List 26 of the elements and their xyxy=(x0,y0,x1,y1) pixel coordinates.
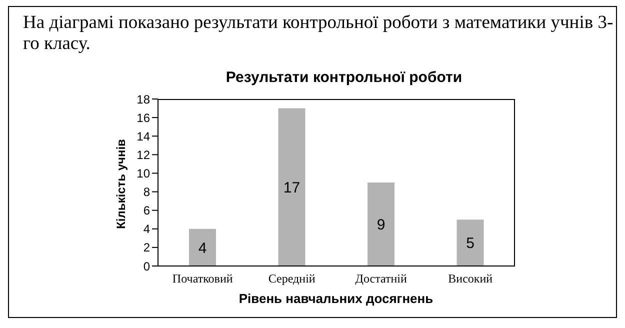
bar xyxy=(456,220,484,266)
y-tick-label: 4 xyxy=(143,222,150,236)
x-tick-label: Середній xyxy=(268,272,316,286)
y-tick-label: 18 xyxy=(136,92,150,106)
y-tick-label: 12 xyxy=(136,148,150,162)
chart-title: Результати контрольної роботи xyxy=(224,69,464,86)
y-tick-label: 14 xyxy=(136,129,150,144)
data-label: 17 xyxy=(283,179,300,196)
bar xyxy=(368,182,394,266)
y-axis-title: Кількість учнів xyxy=(114,139,128,229)
bar xyxy=(278,108,306,266)
x-tick-label: Високий xyxy=(448,272,494,286)
text: На діаграмі показано результати контрольної роботи з математики учнів 3-го класу. xyxy=(23,13,614,55)
bar xyxy=(189,228,216,266)
y-tick-label: 16 xyxy=(136,110,150,125)
data-label: 5 xyxy=(466,235,474,252)
data-label: 9 xyxy=(376,216,386,234)
x-axis-title: Рівень навчальних досягнень xyxy=(238,291,434,306)
x-tick-label: Початковий xyxy=(172,272,234,286)
data-label: 4 xyxy=(198,240,207,257)
x-tick-label: Достатній xyxy=(355,272,408,286)
y-tick-label: 0 xyxy=(143,259,150,274)
y-tick-label: 8 xyxy=(143,185,150,200)
y-tick-label: 2 xyxy=(143,240,150,255)
y-tick-label: 6 xyxy=(143,204,150,218)
y-tick-label: 10 xyxy=(136,166,150,180)
